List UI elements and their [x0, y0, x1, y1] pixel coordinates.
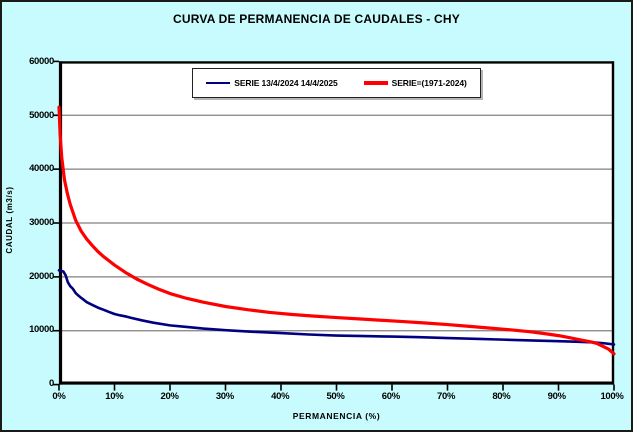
legend-entry-serie-2024-2025: SERIE 13/4/2024 14/4/2025 [206, 78, 338, 88]
red-line-swatch [363, 81, 388, 85]
x-tick-label: 0% [52, 391, 66, 402]
x-tick-label: 10% [105, 391, 124, 402]
legend-entry-serie-1971-2024: SERIE=(1971-2024) [363, 78, 467, 88]
y-tick-label: 0 [49, 378, 54, 389]
y-tick-label: 60000 [29, 56, 54, 67]
x-tick-label: 70% [437, 391, 456, 402]
y-tick-label: 30000 [29, 217, 54, 228]
legend-box: SERIE 13/4/2024 14/4/2025 SERIE=(1971-20… [192, 68, 481, 98]
x-axis-title: PERMANENCIA (%) [292, 411, 381, 421]
y-tick-label: 10000 [29, 324, 54, 336]
y-tick-label: 40000 [29, 163, 54, 175]
x-tick-label: 50% [326, 391, 345, 402]
x-tick-label: 100% [600, 391, 624, 402]
series-line-1 [57, 105, 616, 356]
y-tick-label: 20000 [29, 270, 54, 282]
x-tick-label: 60% [381, 391, 400, 402]
blue-line-swatch [206, 81, 231, 85]
x-tick-label: 40% [271, 391, 290, 402]
chart-title: CURVA DE PERMANENCIA DE CAUDALES - CHY [173, 12, 460, 26]
y-tick-label: 50000 [29, 109, 54, 121]
legend-label-serie-1971-2024: SERIE=(1971-2024) [391, 78, 467, 88]
flow-duration-plot [52, 60, 616, 391]
series-line-0 [57, 269, 616, 346]
x-tick-label: 90% [547, 391, 566, 402]
x-tick-label: 20% [160, 391, 179, 402]
x-tick-label: 80% [492, 391, 511, 402]
legend-label-serie-2024-2025: SERIE 13/4/2024 14/4/2025 [234, 78, 338, 88]
x-tick-label: 30% [215, 391, 234, 402]
